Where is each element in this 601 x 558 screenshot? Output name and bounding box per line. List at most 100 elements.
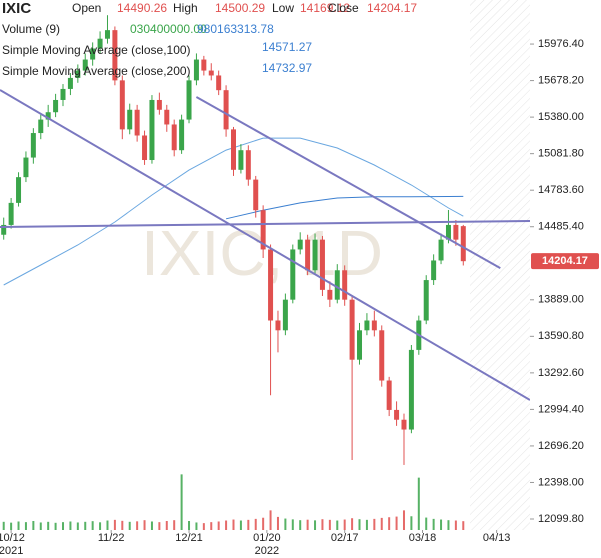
candle-body xyxy=(216,75,222,91)
candle-body xyxy=(90,48,96,60)
candle-body xyxy=(423,280,429,321)
volume-bar xyxy=(150,521,153,530)
symbol: IXIC xyxy=(2,0,31,17)
candle-body xyxy=(16,177,22,203)
volume-bar xyxy=(173,520,176,530)
candle-body xyxy=(290,249,296,300)
volume-bar xyxy=(106,520,109,530)
volume-bar xyxy=(69,521,72,530)
legend-entry: Simple Moving Average (close,200) xyxy=(2,64,191,78)
header: IXIC Open 14490.26 High 14500.29 Low 141… xyxy=(2,0,417,78)
volume-bar xyxy=(24,522,27,530)
candle-body xyxy=(438,239,444,261)
x-tick-label: 11/22 xyxy=(98,532,125,544)
volume-bar xyxy=(62,522,65,530)
price-tag-label: 14204.17 xyxy=(542,255,588,267)
volume-bar xyxy=(10,522,13,530)
axes: 15976.40 15678.20 15380.00 15081.80 14783.60… xyxy=(0,38,599,557)
candle-body xyxy=(386,380,392,410)
candle-body xyxy=(253,179,259,211)
volume-bar xyxy=(254,518,257,530)
open-value: 14490.26 xyxy=(117,1,167,15)
y-tick-label: 15678.20 xyxy=(538,74,584,86)
candle-body xyxy=(223,90,229,130)
volume-bar xyxy=(395,516,398,530)
candle-body xyxy=(186,80,192,120)
candle-body xyxy=(67,77,73,89)
year-label: 2021 xyxy=(0,545,23,557)
candle-body xyxy=(282,299,288,331)
volume-bar xyxy=(284,518,287,530)
volume-bar xyxy=(84,521,87,530)
volume-bar xyxy=(447,520,450,530)
candle-body xyxy=(445,224,451,240)
legend-value: 14732.97 xyxy=(262,61,312,75)
candle-body xyxy=(319,239,325,290)
moving-average xyxy=(225,195,464,220)
volume-bar xyxy=(358,519,361,530)
candle-body xyxy=(275,320,281,331)
volume-bar xyxy=(321,519,324,530)
x-tick-label: 10/12 xyxy=(0,532,25,544)
volume-bar xyxy=(388,517,391,530)
close-value: 14204.17 xyxy=(367,1,417,15)
volume-bar xyxy=(351,518,354,530)
candle-body xyxy=(201,59,207,71)
volume-bar xyxy=(417,477,420,530)
volume-bar xyxy=(217,521,220,530)
candle-body xyxy=(401,419,407,430)
x-tick-label: 04/13 xyxy=(483,532,511,544)
high-value: 14500.29 xyxy=(215,1,265,15)
y-tick-label: 15976.40 xyxy=(538,38,584,50)
candle-body xyxy=(60,88,66,100)
y-tick-label: 14783.60 xyxy=(538,184,584,196)
high-label: High xyxy=(173,1,198,15)
candle-body xyxy=(171,124,177,151)
candle-body xyxy=(364,320,370,331)
candle-body xyxy=(193,59,199,81)
y-tick-label: 13590.80 xyxy=(538,330,584,342)
volume-bar xyxy=(306,519,309,530)
volume-bar xyxy=(380,517,383,530)
y-tick-label: 15081.80 xyxy=(538,148,584,160)
price-tag xyxy=(531,253,599,270)
y-tick-label: 12696.20 xyxy=(538,440,584,452)
x-tick-label: 01/20 xyxy=(253,532,281,544)
candle-body xyxy=(408,349,414,430)
volume-bar xyxy=(165,521,168,530)
candle-body xyxy=(30,133,36,158)
candle-body xyxy=(312,239,318,271)
volume-bar xyxy=(365,519,368,530)
close-label: Close xyxy=(328,1,359,15)
volume-bar xyxy=(314,520,317,530)
y-tick-label: 12994.40 xyxy=(538,403,584,415)
candle-body xyxy=(127,109,133,130)
trend-line xyxy=(0,220,530,228)
volume-bar xyxy=(113,519,116,530)
volume-bar xyxy=(47,521,50,530)
candle-body xyxy=(142,135,148,161)
volume-bar xyxy=(39,522,42,530)
candle-body xyxy=(75,70,81,78)
y-tick-label: 15380.00 xyxy=(538,111,584,123)
volume-bar xyxy=(188,521,191,530)
volume-bar xyxy=(202,523,205,530)
candle-body xyxy=(453,224,459,240)
candle-body xyxy=(23,157,29,178)
future-area xyxy=(470,0,530,530)
candle-body xyxy=(394,409,400,420)
volume-title: Volume (9) xyxy=(2,22,60,36)
candle-body xyxy=(119,80,125,130)
volume-bar xyxy=(136,521,139,530)
candle-body xyxy=(327,289,333,300)
volume-bar xyxy=(373,518,376,530)
volume-bar xyxy=(225,520,228,530)
y-tick-label: 14485.40 xyxy=(538,221,584,233)
candle-body xyxy=(349,299,355,360)
volume-bar xyxy=(343,519,346,530)
volume-bar xyxy=(432,518,435,530)
volume-bar xyxy=(158,522,161,530)
volume-bar xyxy=(328,519,331,530)
candle-body xyxy=(431,260,437,281)
